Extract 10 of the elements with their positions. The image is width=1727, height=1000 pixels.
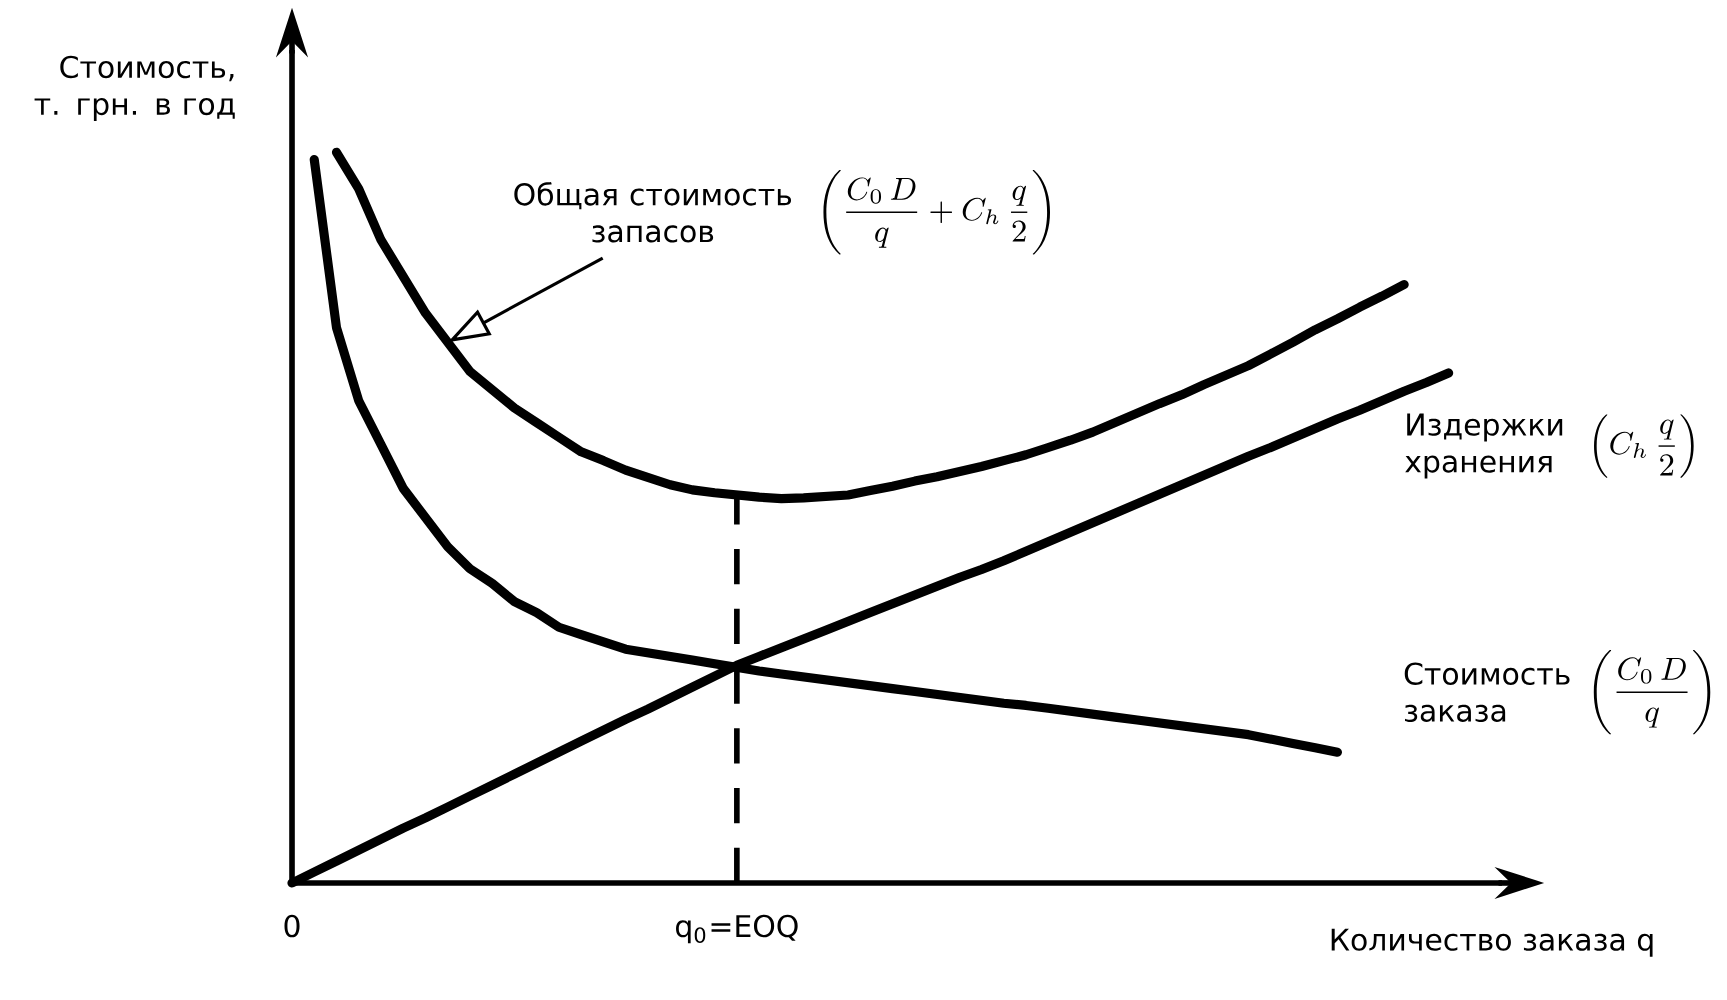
y-axis-title: Стоимость, т. грн. в год xyxy=(34,55,235,121)
x-tick-label: q$_{0}$=EOQ xyxy=(676,914,798,944)
text: $\left(C_h\,\frac{q}{2}\right)$ xyxy=(1594,414,1694,478)
x-axis-title: Количество заказа q xyxy=(1331,928,1653,957)
series-label: Издержки хранения xyxy=(1405,413,1563,479)
annotation: Общая стоимость запасов xyxy=(514,181,792,243)
text: Стоимость заказа xyxy=(1404,662,1570,722)
text: $\left(\frac{C_0\,D}{q}\right)$ xyxy=(1593,649,1711,735)
x-tick-label: 0 xyxy=(284,914,300,938)
annotation: $\left(\frac{C_0\,D}{q}+C_h\,\frac{q}{2}\right)$ xyxy=(823,170,1051,255)
